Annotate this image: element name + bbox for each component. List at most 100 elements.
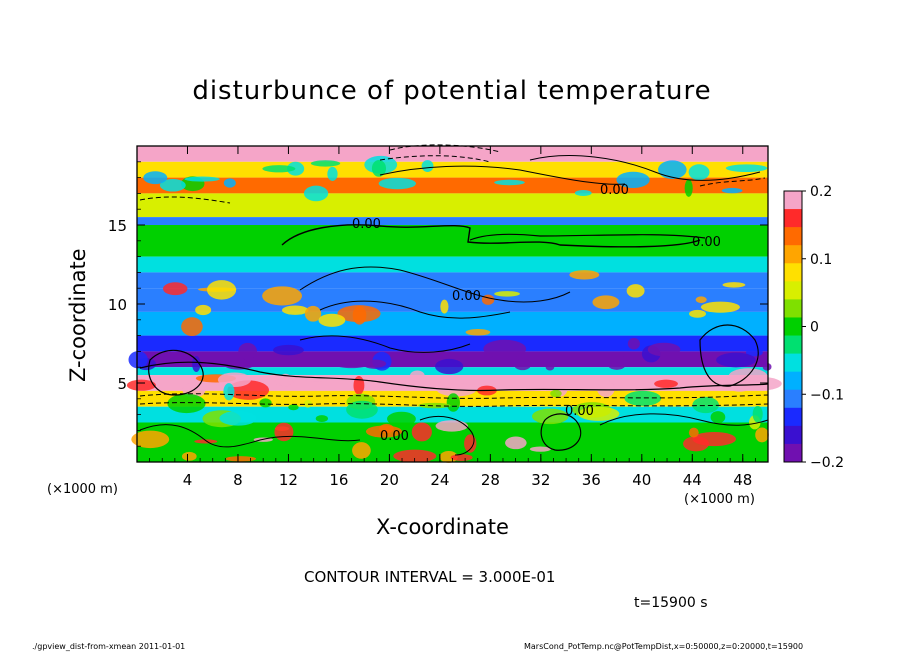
contour-label: 0.00 bbox=[565, 404, 594, 419]
heatmap-patch bbox=[695, 296, 707, 303]
heatmap-patch bbox=[647, 342, 681, 357]
contour-interval-note: CONTOUR INTERVAL = 3.000E-01 bbox=[304, 568, 556, 586]
heatmap-patch bbox=[281, 305, 309, 315]
footer-data-source: MarsCond_PotTemp.nc@PotTempDist,x=0:5000… bbox=[524, 642, 804, 651]
x-axis-label: X-coordinate bbox=[376, 515, 509, 539]
contour-label: 0.00 bbox=[380, 429, 409, 444]
colorbar-swatch bbox=[784, 263, 802, 282]
heatmap-patch bbox=[440, 299, 449, 314]
heatmap-patch bbox=[181, 451, 197, 461]
heatmap-band bbox=[137, 311, 768, 336]
heatmap-patch bbox=[131, 430, 170, 449]
heatmap-patch bbox=[288, 404, 299, 411]
colorbar-swatch bbox=[784, 317, 802, 337]
heatmap-patch bbox=[688, 164, 710, 181]
heatmap-patch bbox=[755, 427, 769, 443]
heatmap-patch bbox=[716, 352, 756, 368]
heatmap-band bbox=[137, 177, 768, 194]
heatmap-patch bbox=[752, 405, 763, 423]
heatmap-patch bbox=[725, 164, 768, 172]
heatmap-patch bbox=[626, 284, 645, 298]
heatmap-patch bbox=[387, 411, 416, 427]
colorbar-swatch bbox=[784, 227, 802, 246]
x-tick-label: 20 bbox=[380, 471, 399, 489]
contour-line bbox=[389, 144, 501, 153]
heatmap-patch bbox=[688, 427, 699, 438]
y-axis-label: Z-coordinate bbox=[66, 248, 90, 382]
heatmap-patch bbox=[353, 375, 365, 395]
heatmap-patch bbox=[494, 291, 520, 297]
heatmap-patch bbox=[371, 160, 387, 177]
heatmap-patch bbox=[624, 390, 662, 406]
heatmap-patch bbox=[689, 309, 706, 318]
heatmap-patch bbox=[163, 282, 188, 296]
heatmap-patch bbox=[545, 363, 555, 371]
heatmap-patch bbox=[721, 187, 743, 194]
contour-label: 0.00 bbox=[600, 183, 629, 198]
colorbar: 0.2 0.1 0 −0.1 −0.2 bbox=[783, 184, 844, 471]
contour-line bbox=[599, 413, 769, 426]
x-tick-label: 24 bbox=[430, 471, 449, 489]
heatmap-patch bbox=[464, 434, 477, 453]
heatmap-patch bbox=[318, 313, 346, 327]
footer-script-info: ./gpview_dist-from-xmean 2011-01-01 bbox=[32, 642, 186, 651]
heatmap-patch bbox=[627, 337, 640, 350]
contour-label: 0.00 bbox=[692, 235, 721, 250]
contour-line bbox=[699, 177, 766, 187]
heatmap-patch bbox=[742, 376, 782, 391]
heatmap-patch bbox=[710, 411, 726, 424]
chart-title: disturbunce of potential temperature bbox=[192, 76, 712, 106]
colorbar-swatch bbox=[784, 299, 802, 318]
heatmap-patch bbox=[262, 286, 303, 306]
x-tick-label: 32 bbox=[531, 471, 550, 489]
heatmap-patch bbox=[262, 165, 296, 173]
colorbar-swatch bbox=[784, 389, 802, 409]
heatmap-patch bbox=[577, 406, 620, 421]
heatmap-patch bbox=[335, 361, 368, 369]
heatmap-patch bbox=[684, 179, 693, 197]
x-tick-label: 44 bbox=[683, 471, 702, 489]
heatmap-patch bbox=[378, 177, 417, 190]
colorbar-swatch bbox=[784, 281, 802, 300]
colorbar-swatch bbox=[784, 353, 802, 373]
heatmap-patch bbox=[596, 380, 615, 397]
heatmap-patch bbox=[692, 431, 737, 447]
contour-line bbox=[699, 324, 759, 387]
heatmap-patch bbox=[167, 393, 206, 414]
x-tick-label: 28 bbox=[481, 471, 500, 489]
heatmap-patch bbox=[418, 402, 451, 409]
heatmap-patch bbox=[346, 400, 378, 419]
heatmap-patch bbox=[184, 176, 220, 182]
time-stamp: t=15900 s bbox=[634, 595, 708, 611]
contour-line bbox=[469, 233, 706, 241]
contour-line bbox=[299, 335, 471, 353]
heatmap-patch bbox=[592, 295, 620, 310]
heatmap-patch bbox=[762, 363, 772, 371]
heatmap-patch bbox=[352, 442, 371, 459]
y-tick-label: 10 bbox=[108, 296, 127, 314]
colorbar-swatch bbox=[784, 191, 802, 210]
colorbar-swatch bbox=[784, 245, 802, 264]
x-unit-label-right: (×1000 m) bbox=[684, 492, 755, 507]
heatmap-patch bbox=[219, 410, 257, 426]
colorbar-swatch bbox=[784, 425, 802, 445]
heatmap-patch bbox=[128, 351, 148, 369]
contour-line bbox=[379, 155, 491, 163]
heatmap-patch bbox=[303, 400, 312, 408]
heatmap-patch bbox=[181, 317, 203, 337]
heatmap-patch bbox=[274, 422, 294, 442]
colorbar-swatch bbox=[784, 443, 802, 463]
heatmap-patch bbox=[195, 304, 212, 316]
colorbar-label: 0.2 bbox=[810, 184, 832, 200]
heatmap-patch bbox=[393, 449, 437, 463]
colorbar-label: −0.2 bbox=[810, 455, 844, 471]
contour-line bbox=[139, 424, 361, 448]
contour-line bbox=[379, 165, 626, 185]
heatmap-patch bbox=[409, 370, 425, 382]
heatmap-patch bbox=[722, 282, 746, 288]
contour-line bbox=[139, 402, 769, 407]
heatmap-patch bbox=[273, 344, 304, 356]
heatmap-patch bbox=[315, 415, 328, 423]
